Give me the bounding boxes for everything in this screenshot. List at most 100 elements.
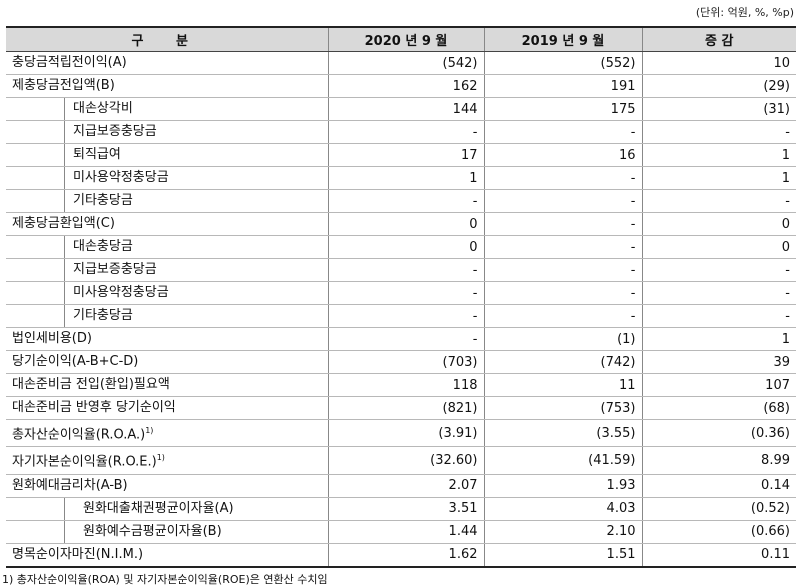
row-label: 미사용약정충당금 [6, 166, 328, 190]
value-2020: 0 [327, 212, 484, 236]
table-row: 제충당금환입액(C) 0 - 0 [6, 212, 796, 236]
value-change: 107 [641, 373, 796, 397]
value-change: - [641, 189, 796, 213]
value-2020: - [327, 281, 484, 305]
value-change: 0.14 [641, 474, 796, 498]
value-2019: (753) [483, 396, 642, 420]
row-label: 원화예대금리차(A-B) [6, 474, 328, 498]
row-label: 기타충당금 [6, 304, 328, 328]
row-label: 총자산순이익율(R.O.A.)1) [6, 418, 328, 448]
row-label: 기타충당금 [6, 189, 328, 213]
table-row: 명목순이자마진(N.I.M.) 1.62 1.51 0.11 [6, 542, 796, 568]
table-row: 미사용약정충당금 - - - [6, 281, 796, 305]
row-label: 당기순이익(A-B+C-D) [6, 350, 328, 374]
value-2020: 118 [327, 373, 484, 397]
value-2019: 2.10 [483, 520, 642, 544]
value-change: 1 [641, 327, 796, 351]
header-2019-sep: 2019 년 9 월 [483, 26, 642, 52]
table-row: 원화대출채권평균이자율(A) 3.51 4.03 (0.52) [6, 497, 796, 521]
value-2020: 3.51 [327, 497, 484, 521]
footnote: 1) 총자산순이익율(ROA) 및 자기자본순이익율(ROE)은 연환산 수치임 [2, 572, 328, 586]
value-change: 0 [641, 212, 796, 236]
value-change: 39 [641, 350, 796, 374]
table-row: 지급보증충당금 - - - [6, 258, 796, 282]
row-label: 대손준비금 반영후 당기순이익 [6, 396, 328, 420]
value-2019: - [483, 281, 642, 305]
value-change: (0.36) [641, 418, 796, 448]
value-2020: (32.60) [327, 446, 484, 475]
table-row: 기타충당금 - - - [6, 189, 796, 213]
table-row: 충당금적립전이익(A) (542) (552) 10 [6, 51, 796, 75]
value-change: (0.52) [641, 497, 796, 521]
value-change: - [641, 120, 796, 144]
value-2020: (703) [327, 350, 484, 374]
value-2020: 1.44 [327, 520, 484, 544]
value-2020: (3.91) [327, 418, 484, 448]
table-row: 원화예대금리차(A-B) 2.07 1.93 0.14 [6, 474, 796, 498]
row-label: 퇴직급여 [6, 143, 328, 167]
value-2020: - [327, 120, 484, 144]
value-2019: 11 [483, 373, 642, 397]
value-change: (0.66) [641, 520, 796, 544]
value-2020: 1.62 [327, 542, 484, 568]
row-label: 명목순이자마진(N.I.M.) [6, 542, 328, 568]
value-2019: (1) [483, 327, 642, 351]
row-label: 법인세비용(D) [6, 327, 328, 351]
value-2019: - [483, 166, 642, 190]
unit-note: (단위: 억원, %, %p) [695, 6, 794, 19]
value-2019: - [483, 235, 642, 259]
value-2020: - [327, 258, 484, 282]
value-change: 0.11 [641, 542, 796, 568]
value-change: 0 [641, 235, 796, 259]
value-2020: - [327, 327, 484, 351]
value-2020: 2.07 [327, 474, 484, 498]
value-change: (31) [641, 97, 796, 121]
value-2020: 17 [327, 143, 484, 167]
value-2020: (542) [327, 51, 484, 75]
value-2019: (552) [483, 51, 642, 75]
table-row: 대손상각비 144 175 (31) [6, 97, 796, 121]
value-2020: 0 [327, 235, 484, 259]
row-label: 원화예수금평균이자율(B) [6, 520, 328, 544]
table-row: 자기자본순이익율(R.O.E.)1) (32.60) (41.59) 8.99 [6, 446, 796, 475]
value-change: 10 [641, 51, 796, 75]
table-row: 총자산순이익율(R.O.A.)1) (3.91) (3.55) (0.36) [6, 418, 796, 448]
value-2019: - [483, 258, 642, 282]
table-row: 원화예수금평균이자율(B) 1.44 2.10 (0.66) [6, 520, 796, 544]
table-row: 퇴직급여 17 16 1 [6, 143, 796, 167]
table-row: 지급보증충당금 - - - [6, 120, 796, 144]
table-row: 기타충당금 - - - [6, 304, 796, 328]
value-2019: (41.59) [483, 446, 642, 475]
value-2020: - [327, 189, 484, 213]
header-change: 증 감 [641, 26, 796, 52]
row-label: 대손상각비 [6, 97, 328, 121]
value-change: 8.99 [641, 446, 796, 475]
table-row: 대손준비금 전입(환입)필요액 118 11 107 [6, 373, 796, 397]
table-row: 대손준비금 반영후 당기순이익 (821) (753) (68) [6, 396, 796, 420]
value-2019: 1.51 [483, 542, 642, 568]
value-2019: - [483, 304, 642, 328]
header-category: 구 분 [6, 26, 328, 52]
value-change: - [641, 304, 796, 328]
value-2019: - [483, 120, 642, 144]
value-2019: 175 [483, 97, 642, 121]
row-label: 원화대출채권평균이자율(A) [6, 497, 328, 521]
value-2020: 1 [327, 166, 484, 190]
footnote-marker: 1) [145, 426, 154, 435]
financial-table: 구 분 2020 년 9 월 2019 년 9 월 증 감 충당금적립전이익(A… [6, 26, 796, 568]
value-2019: 191 [483, 74, 642, 98]
row-label: 대손준비금 전입(환입)필요액 [6, 373, 328, 397]
value-2019: (742) [483, 350, 642, 374]
row-label: 미사용약정충당금 [6, 281, 328, 305]
value-2019: - [483, 212, 642, 236]
value-2020: 162 [327, 74, 484, 98]
value-change: (68) [641, 396, 796, 420]
row-label: 충당금적립전이익(A) [6, 51, 328, 75]
value-change: 1 [641, 143, 796, 167]
value-2020: (821) [327, 396, 484, 420]
row-label: 지급보증충당금 [6, 258, 328, 282]
table-row: 당기순이익(A-B+C-D) (703) (742) 39 [6, 350, 796, 374]
row-label: 지급보증충당금 [6, 120, 328, 144]
value-change: (29) [641, 74, 796, 98]
value-2020: - [327, 304, 484, 328]
